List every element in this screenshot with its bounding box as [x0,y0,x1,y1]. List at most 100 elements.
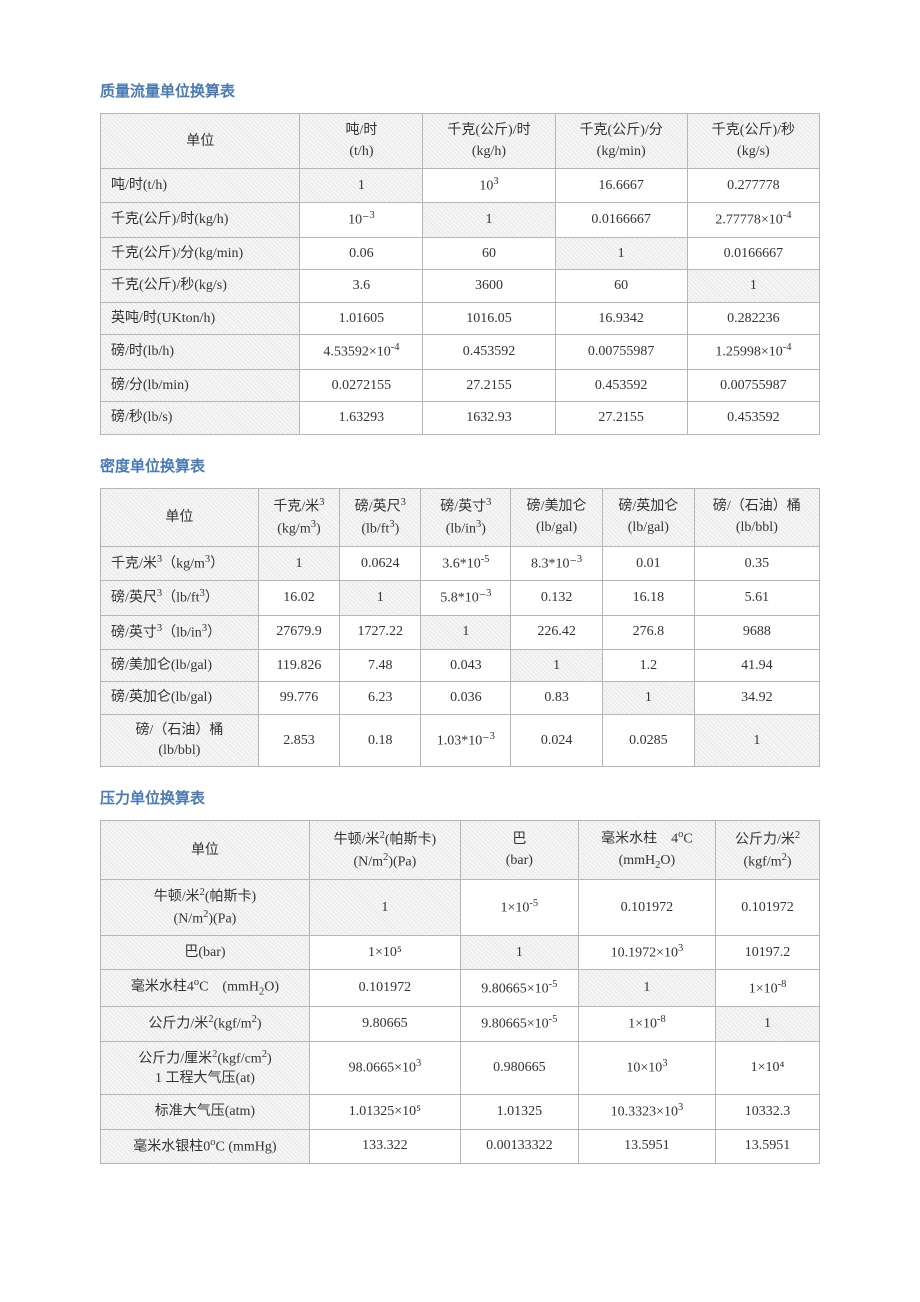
col-header: 千克(公斤)/秒(kg/s) [687,114,819,169]
table-cell: 1 [340,581,421,615]
table-cell: 0.453592 [555,369,687,402]
table-cell: 1 [460,935,578,969]
table-cell: 1 [578,970,715,1007]
table-cell: 0.00133322 [460,1129,578,1163]
unit-header: 单位 [101,488,259,546]
table-cell: 276.8 [602,615,694,649]
table-cell: 1727.22 [340,615,421,649]
row-header: 千克(公斤)/时(kg/h) [101,203,300,237]
row-header: 磅/分(lb/min) [101,369,300,402]
table-cell: 1 [309,880,460,936]
table-cell: 3600 [423,270,555,303]
col-header: 毫米水柱 4oC(mmH2O) [578,821,715,880]
table-cell: 1×10-8 [716,970,820,1007]
table-cell: 0.043 [421,649,511,682]
table-cell: 0.0272155 [300,369,423,402]
table-cell: 98.0665×103 [309,1041,460,1095]
table-cell: 0.453592 [423,335,555,369]
table-cell: 1.01325×10⁵ [309,1095,460,1129]
table-cell: 0.06 [300,237,423,270]
col-header: 公斤力/米2(kgf/m2) [716,821,820,880]
table-cell: 10197.2 [716,935,820,969]
table-cell: 1 [602,682,694,715]
table-cell: 0.0166667 [555,203,687,237]
table-cell: 0.0624 [340,547,421,581]
row-header: 千克(公斤)/分(kg/min) [101,237,300,270]
table-cell: 1 [421,615,511,649]
row-header: 千克/米3（kg/m3） [101,547,259,581]
table-cell: 1×10-5 [460,880,578,936]
row-header: 巴(bar) [101,935,310,969]
table-cell: 0.036 [421,682,511,715]
table-cell: 34.92 [694,682,819,715]
row-header: 英吨/时(UKton/h) [101,302,300,335]
col-header: 千克(公斤)/时(kg/h) [423,114,555,169]
table-cell: 60 [555,270,687,303]
col-header: 磅/（石油）桶(lb/bbl) [694,488,819,546]
table-cell: 1 [555,237,687,270]
col-header: 磅/英加仑(lb/gal) [602,488,694,546]
pressure-title: 压力单位换算表 [100,787,820,808]
table-cell: 1.2 [602,649,694,682]
col-header: 吨/时(t/h) [300,114,423,169]
density-title: 密度单位换算表 [100,455,820,476]
table-cell: 0.980665 [460,1041,578,1095]
table-cell: 10⁻3 [300,203,423,237]
row-header: 公斤力/米2(kgf/m2) [101,1007,310,1041]
row-header: 磅/英加仑(lb/gal) [101,682,259,715]
table-cell: 1 [716,1007,820,1041]
table-cell: 1×10⁵ [309,935,460,969]
table-cell: 1.25998×10-4 [687,335,819,369]
table-cell: 1×10-8 [578,1007,715,1041]
table-cell: 119.826 [258,649,339,682]
table-cell: 16.18 [602,581,694,615]
table-cell: 27.2155 [423,369,555,402]
table-cell: 0.132 [511,581,603,615]
table-cell: 10332.3 [716,1095,820,1129]
table-cell: 1.01605 [300,302,423,335]
table-cell: 0.00755987 [555,335,687,369]
table-cell: 9.80665×10-5 [460,1007,578,1041]
row-header: 磅/美加仑(lb/gal) [101,649,259,682]
table-cell: 3.6*10-5 [421,547,511,581]
table-cell: 1 [300,169,423,203]
table-cell: 0.101972 [716,880,820,936]
row-header: 磅/（石油）桶(lb/bbl) [101,714,259,766]
table-cell: 16.6667 [555,169,687,203]
table-cell: 0.0285 [602,714,694,766]
table-cell: 103 [423,169,555,203]
table-cell: 1016.05 [423,302,555,335]
table-cell: 226.42 [511,615,603,649]
table-cell: 99.776 [258,682,339,715]
col-header: 磅/英尺3(lb/ft3) [340,488,421,546]
table-cell: 0.282236 [687,302,819,335]
table-cell: 10.1972×103 [578,935,715,969]
table-cell: 1.63293 [300,402,423,435]
table-cell: 9688 [694,615,819,649]
table-cell: 0.18 [340,714,421,766]
row-header: 磅/秒(lb/s) [101,402,300,435]
table-cell: 8.3*10⁻3 [511,547,603,581]
table-cell: 2.853 [258,714,339,766]
table-cell: 133.322 [309,1129,460,1163]
row-header: 吨/时(t/h) [101,169,300,203]
table-cell: 10×103 [578,1041,715,1095]
table-cell: 1 [423,203,555,237]
table-cell: 27.2155 [555,402,687,435]
table-cell: 10.3323×103 [578,1095,715,1129]
table-cell: 16.9342 [555,302,687,335]
col-header: 巴(bar) [460,821,578,880]
table-cell: 1 [258,547,339,581]
col-header: 千克/米3(kg/m3) [258,488,339,546]
table-cell: 27679.9 [258,615,339,649]
table-cell: 1 [694,714,819,766]
row-header: 牛顿/米2(帕斯卡)(N/m2)(Pa) [101,880,310,936]
table-cell: 1.03*10⁻3 [421,714,511,766]
table-cell: 41.94 [694,649,819,682]
table-cell: 0.024 [511,714,603,766]
table-cell: 1×10⁴ [716,1041,820,1095]
table-cell: 4.53592×10-4 [300,335,423,369]
col-header: 磅/英寸3(lb/in3) [421,488,511,546]
table-cell: 0.0166667 [687,237,819,270]
table-cell: 7.48 [340,649,421,682]
